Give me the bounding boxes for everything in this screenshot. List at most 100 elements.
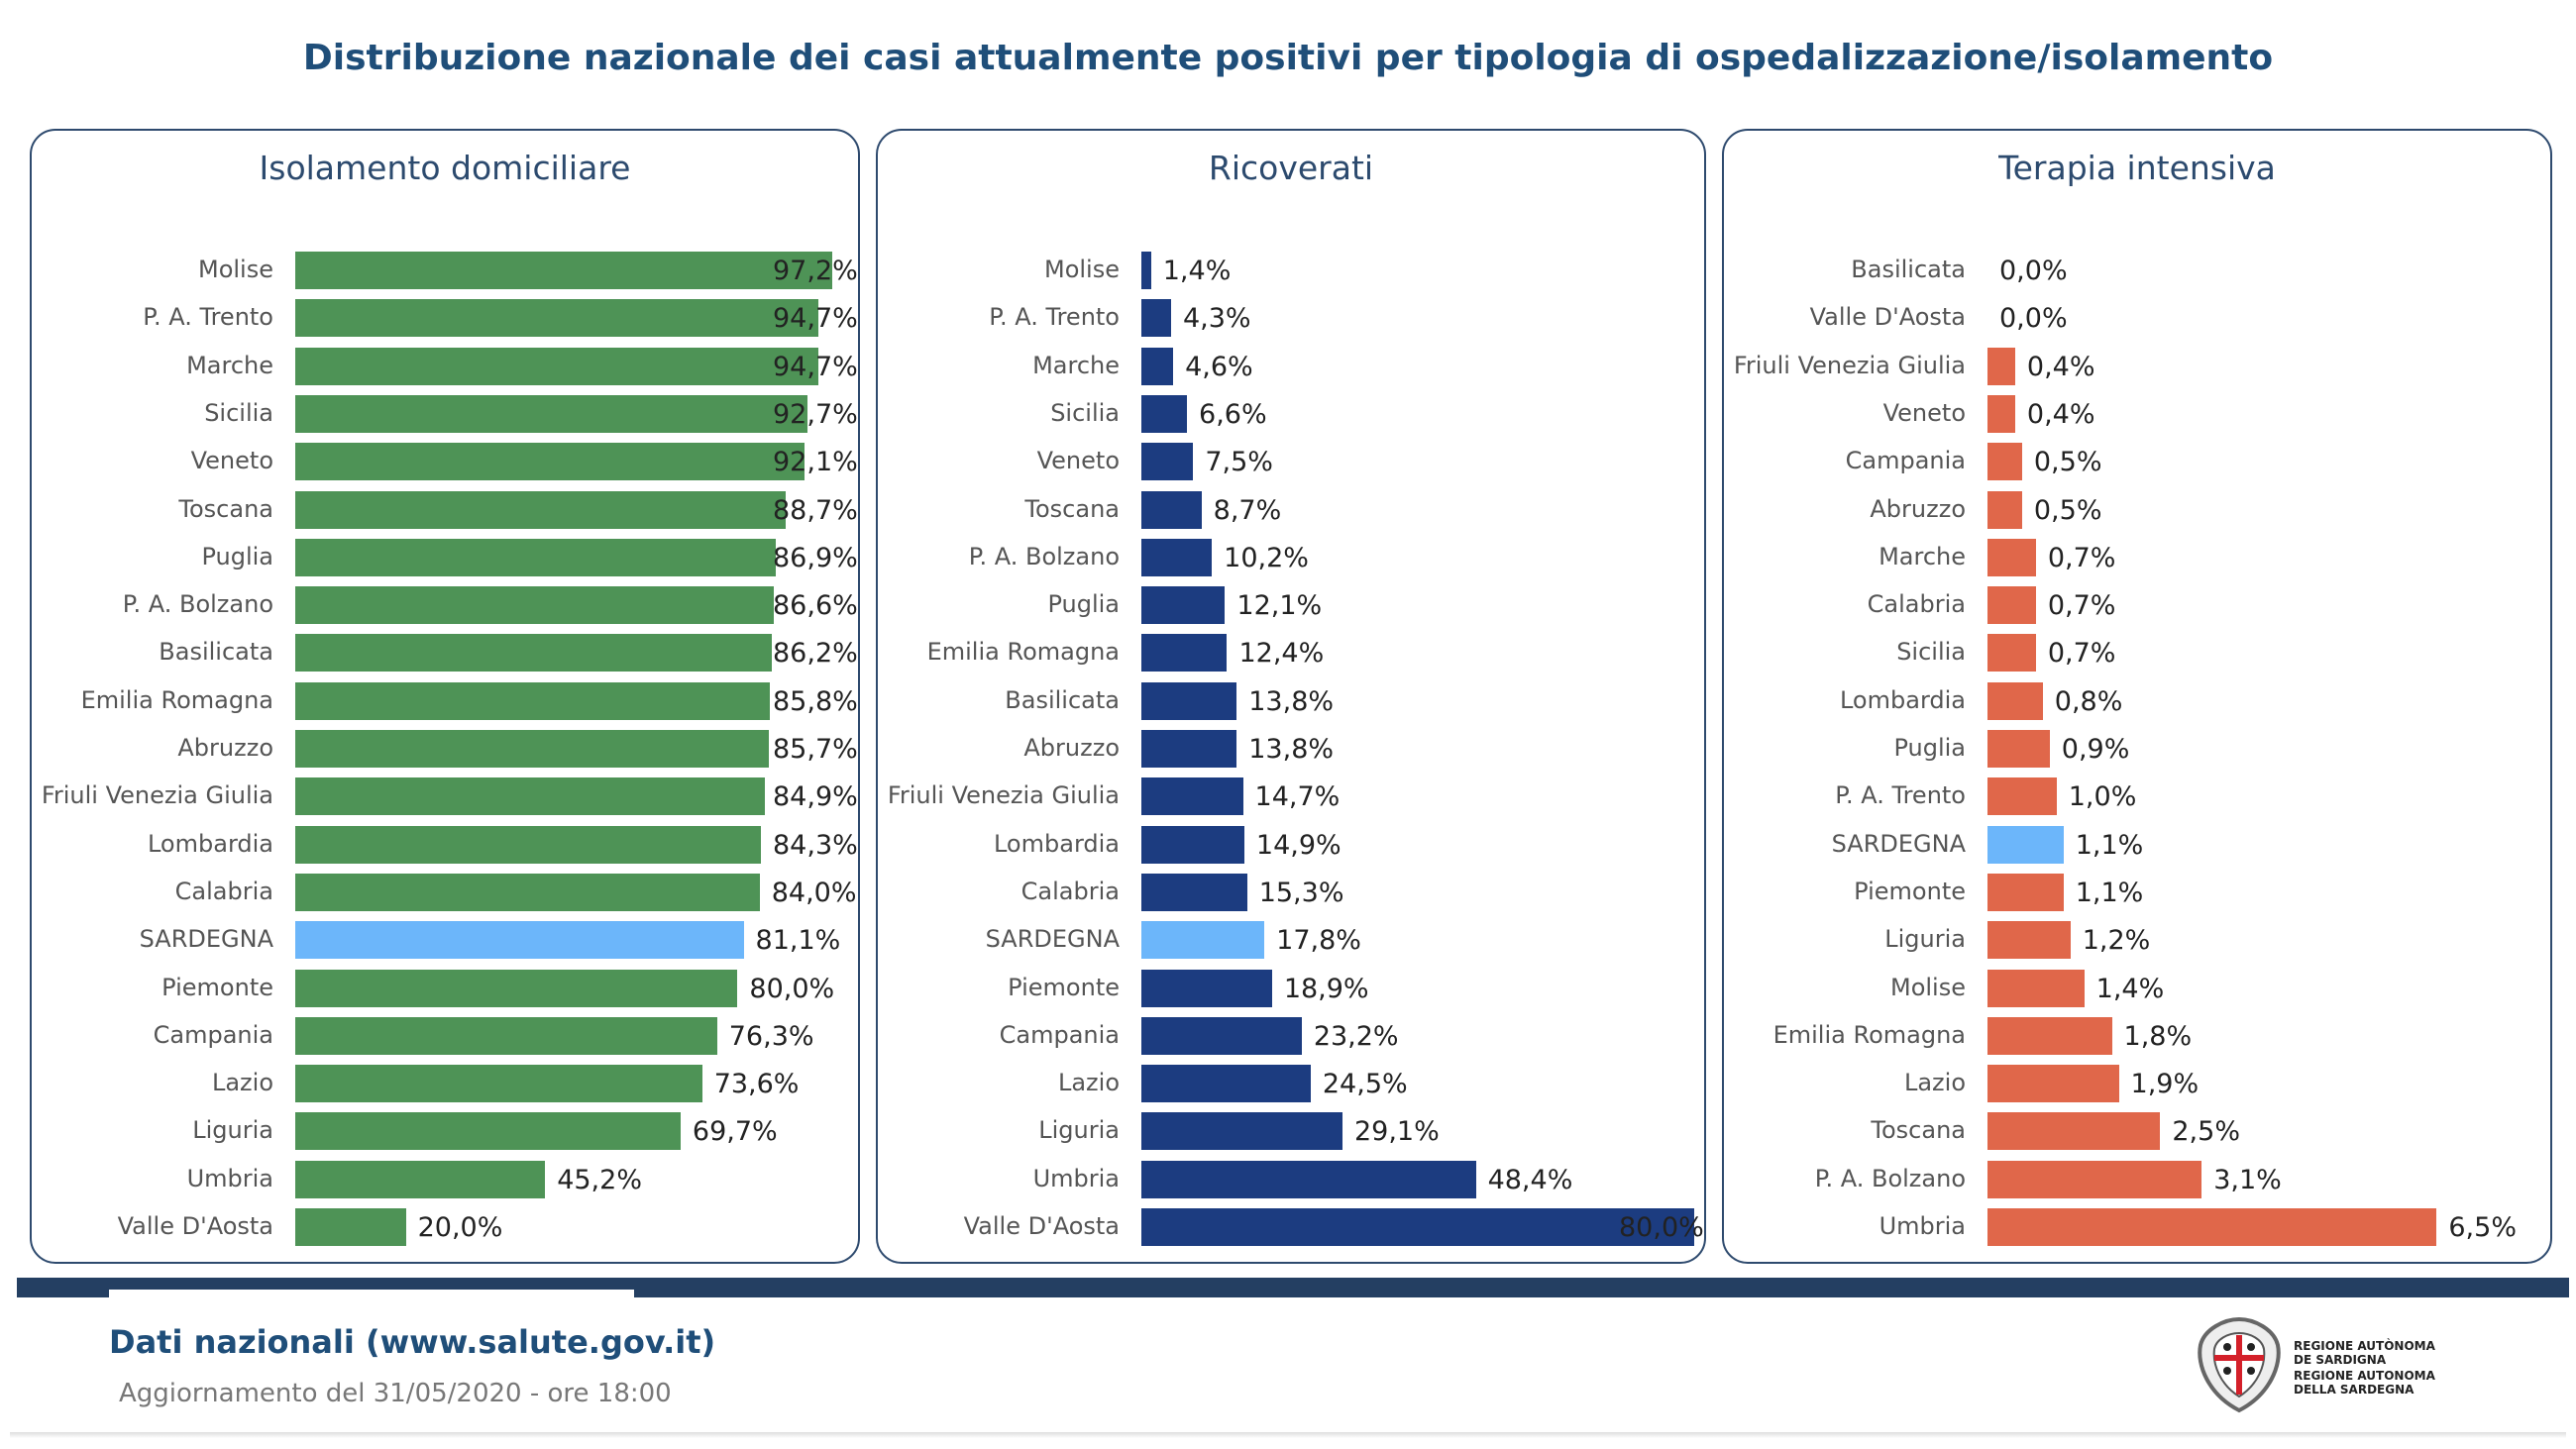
category-label: P. A. Bolzano xyxy=(968,542,1120,570)
value-label: 0,5% xyxy=(2033,447,2102,478)
bar xyxy=(1141,873,1247,911)
bar xyxy=(1987,825,2064,864)
category-label: Basilicata xyxy=(1005,685,1120,714)
value-label: 94,7% xyxy=(773,351,858,382)
bar xyxy=(295,777,765,816)
bar xyxy=(295,394,808,433)
category-label: Sicilia xyxy=(1050,398,1120,427)
value-label: 12,1% xyxy=(1236,590,1323,622)
value-label: 12,4% xyxy=(1238,638,1325,670)
value-label: 1,4% xyxy=(1162,256,1232,286)
category-label: Basilicata xyxy=(159,638,273,667)
bar xyxy=(1987,921,2071,960)
category-label: Friuli Venezia Giulia xyxy=(1733,351,1966,379)
value-label: 80,0% xyxy=(1619,1212,1704,1243)
category-label: Lombardia xyxy=(1839,685,1966,714)
bar xyxy=(1987,586,2036,625)
value-label: 0,7% xyxy=(2047,542,2116,573)
value-label: 85,7% xyxy=(773,734,858,765)
category-label: P. A. Trento xyxy=(143,303,273,332)
value-label: 2,5% xyxy=(2172,1116,2240,1148)
bar xyxy=(295,873,760,911)
value-label: 18,9% xyxy=(1283,973,1369,1004)
bar xyxy=(1987,873,2064,911)
bar xyxy=(295,681,770,720)
category-label: Sicilia xyxy=(1896,638,1966,667)
value-label: 86,2% xyxy=(773,638,858,670)
category-label: Liguria xyxy=(1038,1116,1120,1145)
value-label: 1,1% xyxy=(2075,829,2144,861)
bar xyxy=(1141,634,1228,673)
category-label: Calabria xyxy=(174,877,273,905)
footer-source: Dati nazionali (www.salute.gov.it) xyxy=(109,1323,716,1361)
bar xyxy=(1141,1016,1302,1055)
category-label: Lombardia xyxy=(993,829,1120,858)
bar xyxy=(295,443,805,481)
bar xyxy=(295,347,819,385)
category-label: Lombardia xyxy=(147,829,273,858)
bar xyxy=(295,969,738,1007)
value-label: 0,4% xyxy=(2026,351,2095,382)
value-label: 86,6% xyxy=(773,590,858,622)
category-label: Emilia Romagna xyxy=(926,638,1120,667)
value-label: 80,0% xyxy=(749,973,835,1004)
bar xyxy=(295,1160,546,1198)
bar xyxy=(1987,969,2085,1007)
category-label: P. A. Trento xyxy=(1835,781,1966,810)
category-label: Calabria xyxy=(1867,590,1966,619)
bar xyxy=(1141,1208,1694,1246)
category-label: Lazio xyxy=(1057,1069,1120,1097)
category-label: Campania xyxy=(1845,447,1966,475)
category-label: Liguria xyxy=(192,1116,273,1145)
category-label: Marche xyxy=(186,351,273,379)
category-label: Lazio xyxy=(1903,1069,1966,1097)
panel-ricoverati: Ricoverati Molise 1,4% P. A. Trento 4,3% Mar… xyxy=(876,129,1706,1264)
category-label: Valle D'Aosta xyxy=(117,1212,273,1240)
category-label: Marche xyxy=(1032,351,1120,379)
value-label: 29,1% xyxy=(1353,1116,1440,1148)
bar xyxy=(1987,1112,2161,1151)
panel-title: Isolamento domiciliare xyxy=(259,149,631,187)
value-label: 0,5% xyxy=(2033,494,2102,526)
value-label: 4,3% xyxy=(1182,303,1251,335)
category-label: Molise xyxy=(198,256,273,283)
bar xyxy=(1987,634,2036,673)
value-label: 15,3% xyxy=(1258,877,1344,908)
value-label: 84,0% xyxy=(771,877,857,908)
category-label: Puglia xyxy=(1893,734,1966,762)
category-label: Valle D'Aosta xyxy=(963,1212,1120,1240)
bar xyxy=(1141,1112,1342,1151)
bar xyxy=(1987,1065,2119,1103)
regione-sardegna-logo: REGIONE AUTÒNOMA DE SARDIGNA REGIONE AUTO… xyxy=(2195,1315,2452,1414)
value-label: 13,8% xyxy=(1248,685,1335,717)
bar xyxy=(1141,681,1237,720)
category-label: Marche xyxy=(1878,542,1966,570)
category-label: Piemonte xyxy=(1854,877,1966,905)
value-label: 1,4% xyxy=(2095,973,2165,1004)
category-label: Sicilia xyxy=(204,398,273,427)
category-label: Lazio xyxy=(211,1069,273,1097)
category-label: SARDEGNA xyxy=(139,925,273,954)
value-label: 86,9% xyxy=(773,542,858,573)
panel-title: Terapia intensiva xyxy=(1998,149,2276,187)
category-label: Toscana xyxy=(178,494,273,523)
value-label: 7,5% xyxy=(1205,447,1273,478)
bar xyxy=(1141,1160,1476,1198)
value-label: 0,0% xyxy=(1999,256,2068,286)
bar xyxy=(295,1208,406,1246)
bar xyxy=(295,538,776,576)
bar xyxy=(1987,538,2036,576)
category-label: P. A. Bolzano xyxy=(122,590,273,619)
bar xyxy=(1141,299,1171,338)
category-label: P. A. Bolzano xyxy=(1814,1164,1966,1192)
value-label: 69,7% xyxy=(692,1116,778,1148)
value-label: 92,7% xyxy=(773,398,858,430)
value-label: 88,7% xyxy=(773,494,858,526)
value-label: 6,6% xyxy=(1199,398,1267,430)
value-label: 0,8% xyxy=(2054,685,2123,717)
category-label: Abruzzo xyxy=(1023,734,1120,762)
category-label: Emilia Romagna xyxy=(80,685,273,714)
value-label: 10,2% xyxy=(1224,542,1309,573)
footer-updated: Aggiornamento del 31/05/2020 - ore 18:00 xyxy=(119,1379,672,1408)
value-label: 0,0% xyxy=(1999,303,2068,335)
